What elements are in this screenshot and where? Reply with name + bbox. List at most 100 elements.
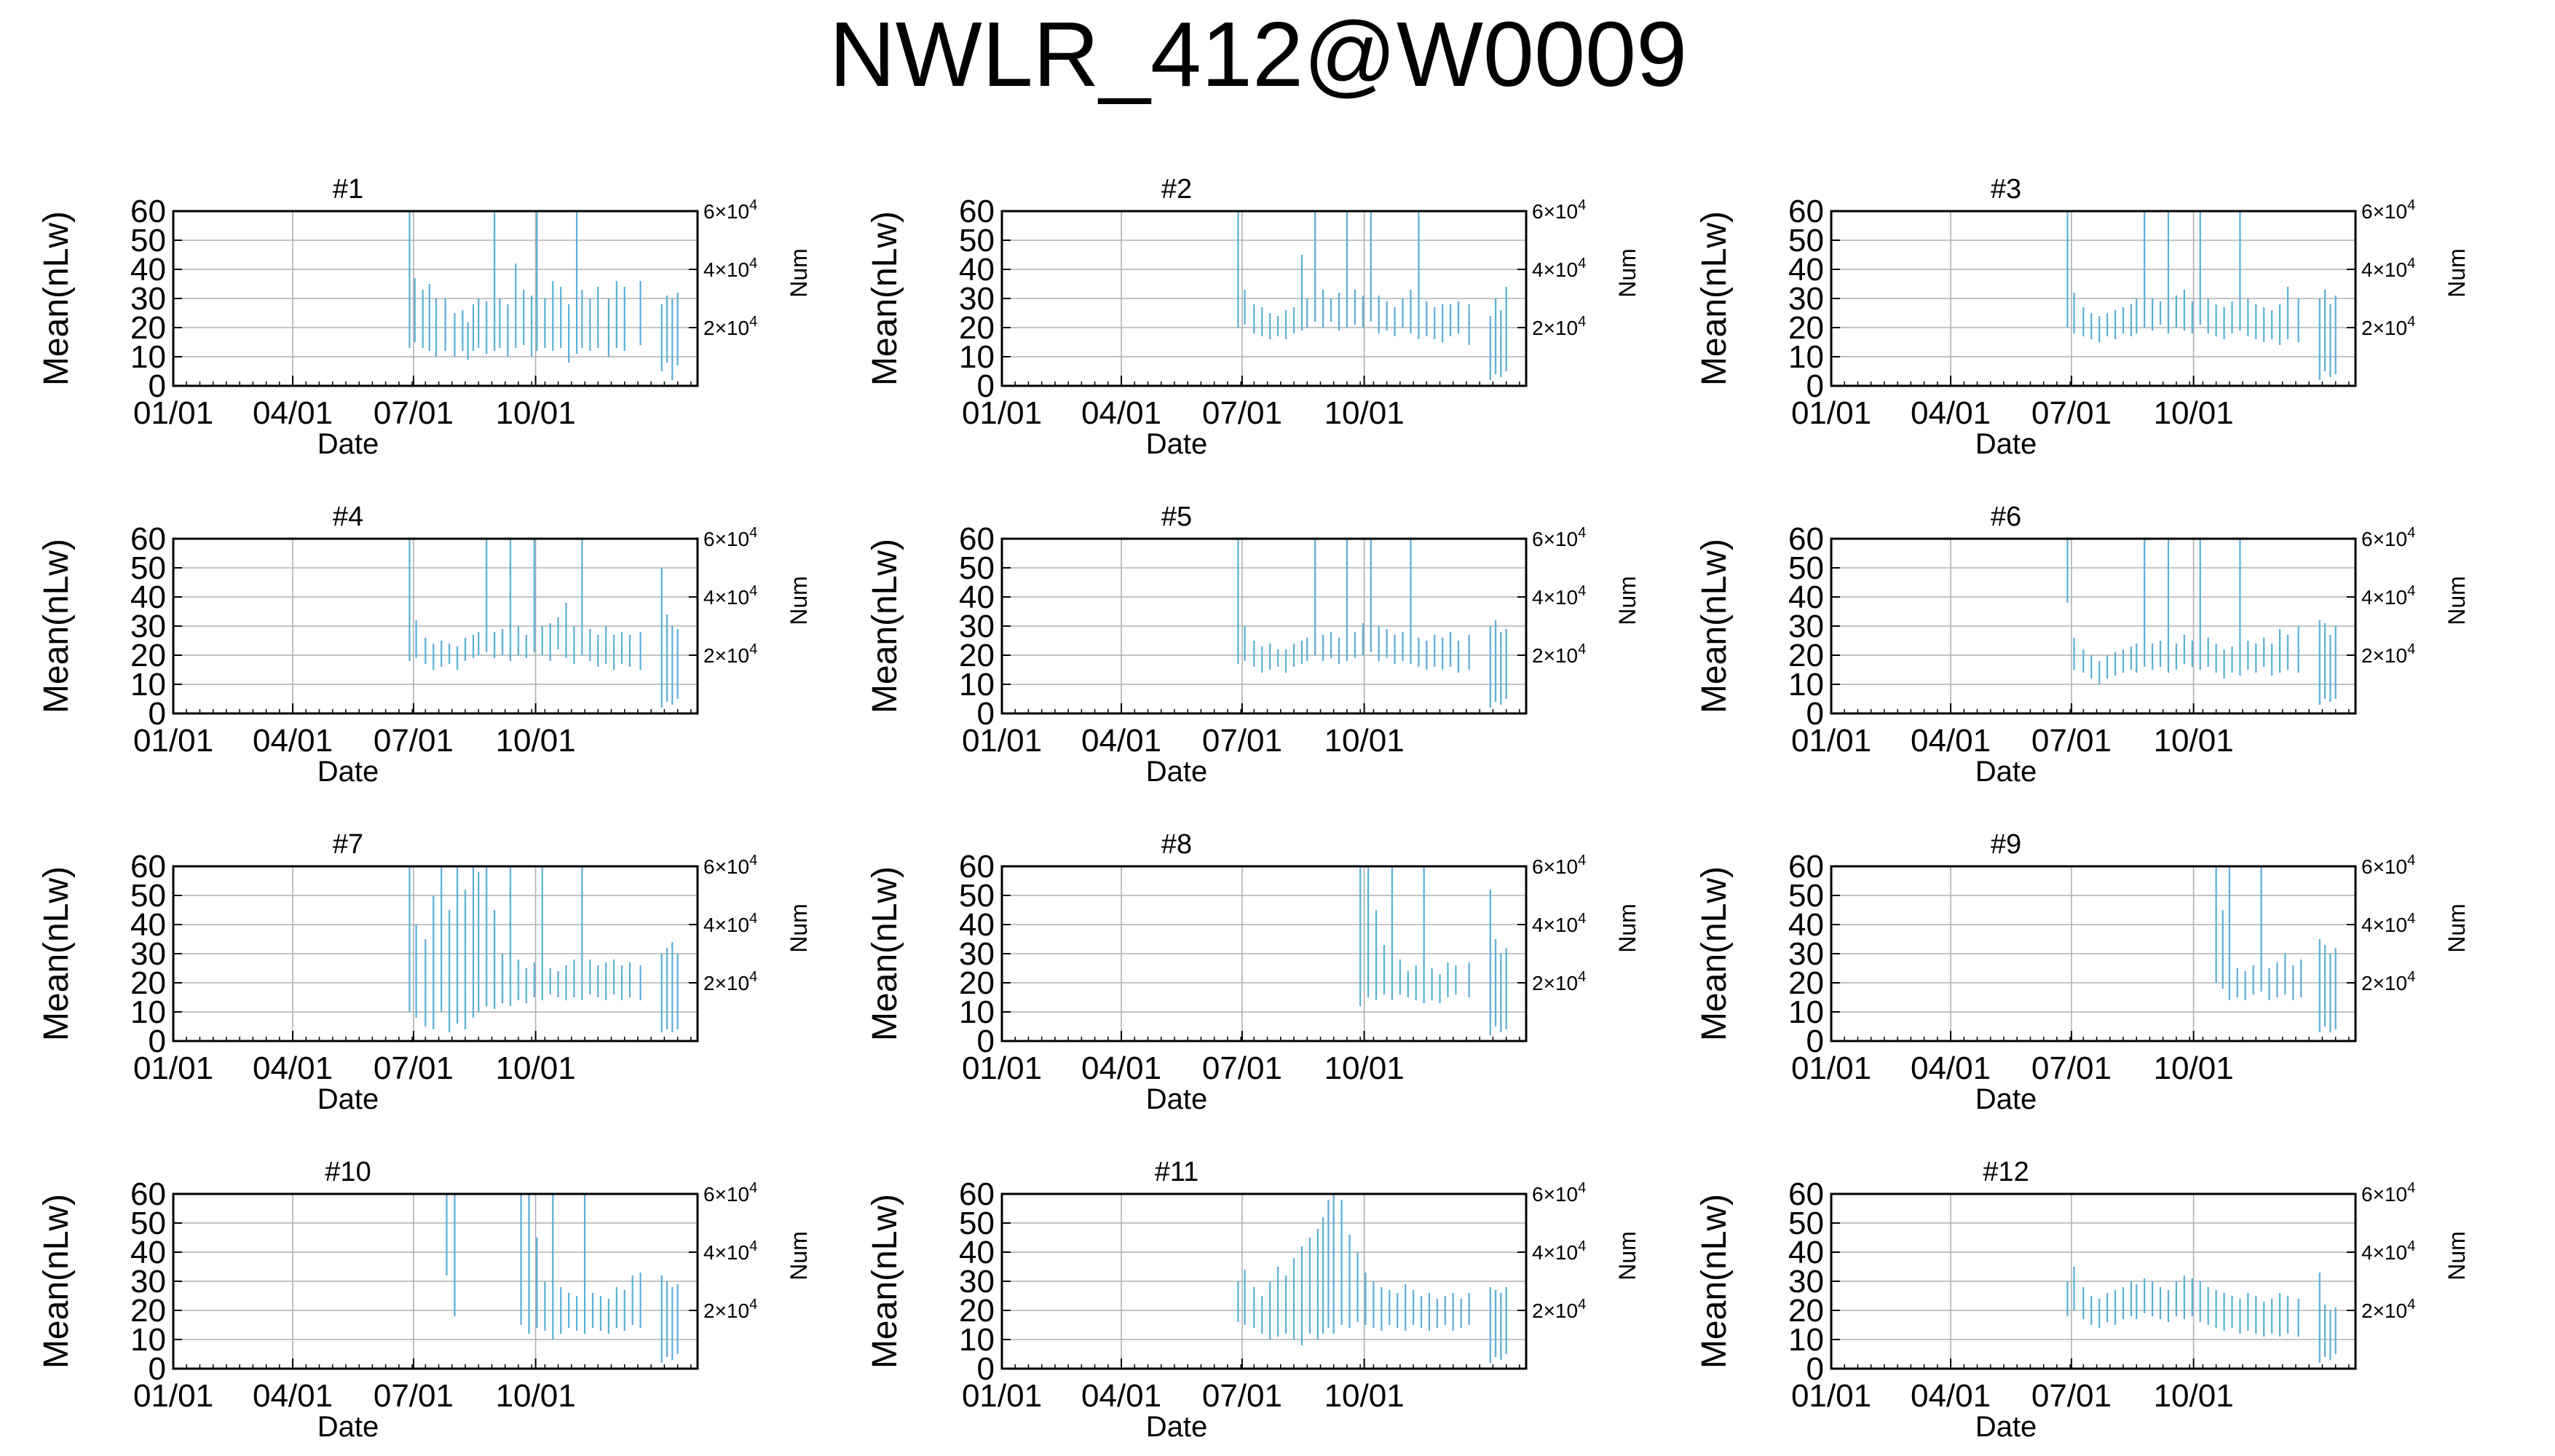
x-tick-label: 10/01 xyxy=(2154,395,2234,431)
y2-tick-label: 4×104 xyxy=(703,583,757,609)
x-tick-label: 04/01 xyxy=(1081,723,1161,759)
y2-tick-label: 6×104 xyxy=(2361,197,2415,223)
y-tick-label: 60 xyxy=(959,521,995,557)
panel-title: #1 xyxy=(333,174,363,205)
x-tick-label: 01/01 xyxy=(962,723,1042,759)
x-tick-label: 10/01 xyxy=(1324,1051,1405,1086)
y-axis-label: Mean(nLw) xyxy=(1695,539,1734,713)
y2-tick-label: 4×104 xyxy=(1532,1238,1586,1264)
y-tick-label: 30 xyxy=(130,936,166,972)
y2-tick-label: 4×104 xyxy=(2361,583,2415,609)
y-tick-label: 30 xyxy=(959,281,995,317)
x-tick-label: 01/01 xyxy=(133,1378,213,1414)
series-lines xyxy=(1359,866,1507,1035)
y-tick-label: 20 xyxy=(130,1293,166,1329)
series-lines xyxy=(2066,211,2337,380)
y-tick-label: 60 xyxy=(959,849,995,885)
y-tick-label: 0 xyxy=(149,1351,166,1387)
x-tick-label: 04/01 xyxy=(1081,395,1161,431)
y-tick-label: 60 xyxy=(1788,849,1824,885)
x-tick-label: 04/01 xyxy=(1911,723,1991,759)
x-tick-label: 07/01 xyxy=(374,723,454,759)
x-axis-label: Date xyxy=(1975,1083,2037,1115)
y2-tick-label: 6×104 xyxy=(703,197,757,223)
y-tick-label: 20 xyxy=(1788,965,1824,1001)
y2-axis-label: Num xyxy=(786,576,812,625)
y2-axis-label: Num xyxy=(2444,576,2470,625)
y-tick-label: 0 xyxy=(1806,368,1824,404)
x-tick-label: 01/01 xyxy=(1791,723,1871,759)
y-tick-label: 10 xyxy=(130,994,166,1030)
y-tick-label: 10 xyxy=(1788,1322,1824,1358)
y-tick-label: 0 xyxy=(977,368,995,404)
y2-tick-label: 6×104 xyxy=(2361,1180,2415,1206)
x-tick-label: 04/01 xyxy=(1081,1378,1161,1414)
x-tick-label: 10/01 xyxy=(1324,395,1405,431)
y2-tick-label: 2×104 xyxy=(2361,314,2415,339)
y-tick-label: 40 xyxy=(130,252,166,288)
x-tick-label: 04/01 xyxy=(1081,1051,1161,1086)
y-tick-label: 20 xyxy=(959,965,995,1001)
series-lines xyxy=(1237,539,1507,708)
series-lines xyxy=(408,211,679,380)
y-tick-label: 50 xyxy=(130,878,166,914)
y-tick-label: 40 xyxy=(130,907,166,943)
figure-title: NWLR_412@W0009 xyxy=(829,3,1687,106)
y2-tick-label: 6×104 xyxy=(1532,852,1586,878)
x-tick-label: 10/01 xyxy=(1324,723,1405,759)
y-tick-label: 0 xyxy=(149,696,166,732)
y2-tick-label: 6×104 xyxy=(1532,197,1586,223)
x-axis-label: Date xyxy=(1146,1083,1208,1115)
x-axis-label: Date xyxy=(1975,1411,2037,1443)
y-tick-label: 30 xyxy=(959,609,995,644)
y-tick-label: 10 xyxy=(1788,667,1824,703)
y-tick-label: 30 xyxy=(1788,936,1824,972)
x-tick-label: 07/01 xyxy=(1202,723,1282,759)
y-tick-label: 10 xyxy=(1788,339,1824,375)
y-tick-label: 50 xyxy=(959,878,995,914)
x-axis-label: Date xyxy=(317,1083,379,1115)
panel-title: #9 xyxy=(1991,829,2021,860)
y-tick-label: 10 xyxy=(1788,994,1824,1030)
y-axis-label: Mean(nLw) xyxy=(37,866,76,1041)
y-tick-label: 40 xyxy=(1788,1235,1824,1270)
y-tick-label: 0 xyxy=(149,368,166,404)
panel-title: #8 xyxy=(1161,829,1192,860)
y2-tick-label: 2×104 xyxy=(703,1297,757,1322)
y2-axis-label: Num xyxy=(1614,576,1640,625)
x-tick-label: 01/01 xyxy=(133,395,213,431)
y-axis-label: Mean(nLw) xyxy=(37,1194,76,1369)
y-tick-label: 20 xyxy=(130,310,166,346)
x-tick-label: 07/01 xyxy=(1202,395,1282,431)
y2-axis-label: Num xyxy=(786,903,812,953)
series-lines xyxy=(446,1194,679,1363)
y2-tick-label: 6×104 xyxy=(703,525,757,550)
series-lines xyxy=(1237,1194,1507,1363)
x-tick-label: 10/01 xyxy=(496,395,576,431)
x-tick-label: 04/01 xyxy=(253,1051,333,1086)
y2-tick-label: 2×104 xyxy=(703,969,757,994)
x-axis-label: Date xyxy=(317,1411,379,1443)
y2-axis-label: Num xyxy=(1614,1231,1640,1281)
x-tick-label: 01/01 xyxy=(962,395,1042,431)
y-tick-label: 40 xyxy=(959,252,995,288)
x-axis-label: Date xyxy=(1146,1411,1208,1443)
x-tick-label: 10/01 xyxy=(496,723,576,759)
y-tick-label: 20 xyxy=(130,638,166,673)
y-tick-label: 60 xyxy=(959,1176,995,1212)
panel-title: #2 xyxy=(1161,174,1192,205)
y-tick-label: 30 xyxy=(130,1264,166,1299)
y2-axis-label: Num xyxy=(2444,903,2470,953)
y-tick-label: 60 xyxy=(130,849,166,885)
y2-axis-label: Num xyxy=(1614,248,1640,298)
series-lines xyxy=(408,866,679,1032)
x-tick-label: 01/01 xyxy=(1791,1378,1871,1414)
